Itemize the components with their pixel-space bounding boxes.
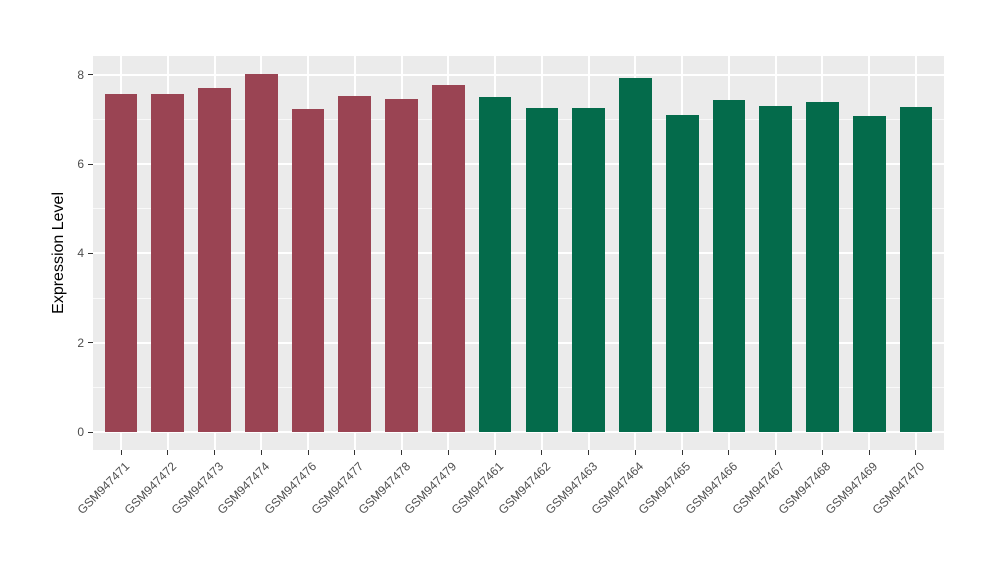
gridline-major-y-0: [93, 431, 944, 434]
bar-GSM947472: [151, 93, 185, 433]
x-tick-mark-GSM947477: [354, 450, 356, 455]
gridline-minor-y-3: [93, 297, 944, 299]
x-tick-mark-GSM947474: [260, 450, 262, 455]
x-tick-mark-GSM947473: [214, 450, 216, 455]
bar-GSM947462: [525, 108, 559, 433]
bar-GSM947465: [665, 114, 699, 433]
bar-GSM947468: [806, 102, 839, 433]
x-tick-mark-GSM947461: [494, 450, 496, 455]
bar-GSM947473: [198, 87, 231, 433]
y-tick-label-6: 6: [77, 157, 84, 172]
x-tick-mark-GSM947479: [447, 450, 449, 455]
y-tick-label-0: 0: [77, 425, 84, 440]
x-tick-mark-GSM947476: [307, 450, 309, 455]
gridline-major-y-2: [93, 341, 944, 344]
bar-GSM947477: [338, 96, 372, 433]
x-tick-mark-GSM947471: [120, 450, 122, 455]
gridline-minor-y-1: [93, 386, 944, 388]
x-tick-mark-GSM947462: [541, 450, 543, 455]
bar-GSM947476: [291, 108, 325, 433]
y-tick-mark-6: [88, 163, 93, 165]
x-tick-mark-GSM947464: [634, 450, 636, 455]
y-tick-label-8: 8: [77, 67, 84, 82]
plot-panel: [93, 56, 944, 450]
bar-GSM947466: [712, 100, 746, 433]
gridline-minor-y-7: [93, 118, 944, 120]
gridline-minor-y-5: [93, 208, 944, 210]
gridline-major-y-4: [93, 252, 944, 255]
x-tick-mark-GSM947468: [821, 450, 823, 455]
y-tick-mark-2: [88, 342, 93, 344]
y-tick-label-2: 2: [77, 335, 84, 350]
y-tick-mark-4: [88, 252, 93, 254]
gridline-major-y-8: [93, 73, 944, 76]
x-tick-mark-GSM947478: [401, 450, 403, 455]
bar-GSM947469: [852, 116, 886, 433]
bar-GSM947464: [619, 78, 652, 433]
x-tick-mark-GSM947465: [681, 450, 683, 455]
y-tick-mark-8: [88, 74, 93, 76]
bar-GSM947479: [431, 85, 465, 433]
bar-GSM947478: [385, 98, 418, 433]
x-tick-mark-GSM947467: [775, 450, 777, 455]
x-tick-mark-GSM947466: [728, 450, 730, 455]
y-tick-mark-0: [88, 431, 93, 433]
bar-GSM947461: [478, 97, 512, 433]
bar-GSM947470: [899, 106, 933, 433]
y-tick-label-4: 4: [77, 246, 84, 261]
bar-GSM947467: [759, 105, 793, 433]
bar-GSM947463: [572, 107, 605, 433]
x-tick-mark-GSM947470: [915, 450, 917, 455]
x-tick-mark-GSM947463: [588, 450, 590, 455]
bar-GSM947474: [244, 74, 278, 433]
x-tick-mark-GSM947472: [167, 450, 169, 455]
bar-GSM947471: [104, 93, 138, 433]
x-tick-mark-GSM947469: [868, 450, 870, 455]
gridline-major-y-6: [93, 163, 944, 166]
